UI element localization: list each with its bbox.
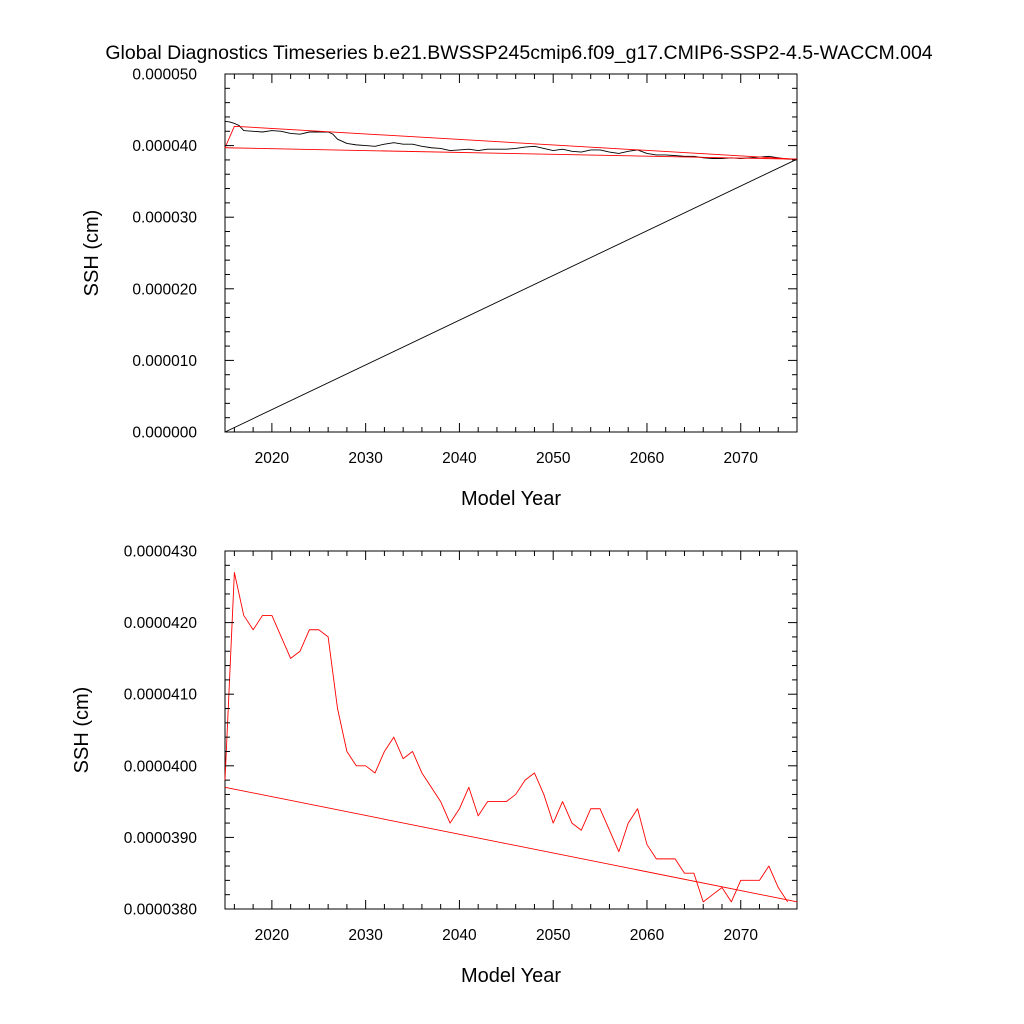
top-series-line-3: [224, 147, 798, 160]
top-x-tick-label: 2040: [442, 450, 477, 467]
bottom-series-layer: [224, 572, 798, 903]
bottom-y-tick-label: 0.0000390: [124, 830, 198, 847]
top-x-tick-label: 2060: [630, 450, 665, 467]
top-y-tick-label: 0.000050: [132, 67, 197, 84]
top-axes-layer: 2020 2030 2040 2050 2060 2070 0.000000 0.000010…: [132, 67, 798, 467]
top-x-axis-label: Model Year: [461, 488, 561, 510]
bottom-panel: 2020 2030 2040 2050 2060 2070 0.0000380 0.00003…: [71, 544, 798, 987]
bottom-plot-frame: [224, 550, 798, 910]
bottom-series-line-1: [224, 786, 798, 903]
bottom-y-tick-label: 0.0000400: [124, 758, 198, 775]
top-x-tick-label: 2030: [348, 450, 383, 467]
bottom-x-tick-label: 2040: [442, 927, 477, 944]
top-y-tick-label: 0.000000: [132, 425, 197, 442]
top-panel: 2020 2030 2040 2050 2060 2070 0.000000 0.000010…: [81, 67, 798, 510]
top-series-layer: [224, 120, 798, 433]
bottom-y-tick-label: 0.0000420: [124, 615, 198, 632]
bottom-y-tick-label: 0.0000380: [124, 902, 198, 919]
bottom-series-line-0: [224, 572, 788, 903]
top-y-tick-label: 0.000030: [132, 210, 197, 227]
top-x-tick-label: 2070: [723, 450, 758, 467]
bottom-x-tick-label: 2030: [348, 927, 383, 944]
bottom-y-tick-label: 0.0000410: [124, 687, 198, 704]
bottom-x-tick-label: 2020: [255, 927, 290, 944]
bottom-x-tick-label: 2070: [723, 927, 758, 944]
bottom-x-tick-label: 2060: [630, 927, 665, 944]
top-y-tick-label: 0.000020: [132, 281, 197, 298]
top-series-line-1: [224, 125, 798, 160]
top-y-tick-label: 0.000040: [132, 138, 197, 155]
figure-title: Global Diagnostics Timeseries b.e21.BWSS…: [105, 42, 932, 64]
bottom-x-axis-label: Model Year: [461, 965, 561, 987]
bottom-x-tick-label: 2050: [536, 927, 571, 944]
top-y-axis-label: SSH (cm): [81, 210, 103, 297]
top-series-line-2: [224, 158, 798, 433]
bottom-y-tick-label: 0.0000430: [124, 544, 198, 561]
bottom-axes-layer: 2020 2030 2040 2050 2060 2070 0.0000380 0.00003…: [124, 544, 798, 944]
top-x-tick-label: 2020: [255, 450, 290, 467]
top-plot-frame: [224, 73, 798, 433]
bottom-y-axis-label: SSH (cm): [71, 687, 93, 774]
top-x-tick-label: 2050: [536, 450, 571, 467]
top-y-tick-label: 0.000010: [132, 353, 197, 370]
